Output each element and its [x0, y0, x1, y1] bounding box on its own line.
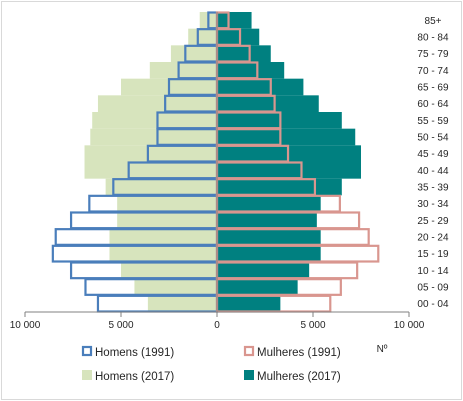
y-tick-label: 80 - 84: [417, 33, 449, 44]
y-tick-label: 00 - 04: [417, 299, 449, 310]
legend-label-homens-2017: Homens (2017): [95, 371, 174, 383]
y-tick-label: 35 - 39: [417, 183, 449, 194]
y-tick-label: 60 - 64: [417, 99, 449, 110]
legend: Homens (1991) Mulheres (1991) Homens (2017…: [81, 345, 341, 383]
y-tick-label: 40 - 44: [417, 166, 449, 177]
bar-homens-2017-15-19: [109, 245, 217, 262]
legend-swatch-mulheres-2017: [244, 370, 254, 380]
y-tick-label: 25 - 29: [417, 216, 449, 227]
bar-homens-2017-55-59: [92, 112, 217, 129]
y-tick-label: 15 - 19: [417, 249, 449, 260]
bar-homens-2017-05-09: [134, 278, 217, 296]
bar-homens-2017-50-54: [90, 128, 217, 146]
bar-homens-2017-00-04: [147, 295, 217, 312]
bar-homens-2017-25-29: [117, 212, 217, 229]
x-axis-title: Nº: [377, 344, 388, 355]
bar-mulheres-2017-85+: [217, 12, 252, 29]
fill-bars: [84, 12, 361, 312]
legend-swatch-homens-1991: [81, 345, 93, 357]
legend-swatch-homens-2017: [82, 370, 92, 380]
x-tick-label: 10 000: [10, 320, 41, 331]
bar-mulheres-2017-05-09: [217, 278, 298, 296]
bar-homens-2017-75-79: [170, 45, 217, 62]
x-tick-label: 10 000: [394, 320, 425, 331]
bar-homens-2017-60-64: [97, 95, 217, 112]
x-tick-label: 0: [214, 320, 220, 331]
legend-label-mulheres-2017: Mulheres (2017): [257, 371, 341, 383]
bar-homens-2017-80-84: [188, 28, 217, 46]
bar-homens-2017-40-44: [84, 162, 218, 179]
legend-swatch-mulheres-1991: [243, 345, 255, 357]
y-tick-label: 75 - 79: [417, 49, 449, 60]
y-tick-label: 05 - 09: [417, 283, 449, 294]
legend-label-mulheres-1991: Mulheres (1991): [257, 347, 341, 359]
bar-mulheres-2017-80-84: [217, 28, 260, 46]
x-tick-label: 5 000: [300, 320, 325, 331]
bar-mulheres-2017-30-34: [217, 195, 321, 212]
bar-homens-2017-70-74: [149, 62, 217, 79]
bar-homens-2017-30-34: [117, 195, 217, 212]
bar-mulheres-2017-75-79: [217, 45, 271, 62]
y-tick-label: 65 - 69: [417, 83, 449, 94]
bar-homens-2017-10-14: [121, 262, 217, 279]
y-tick-label: 20 - 24: [417, 233, 449, 244]
bar-mulheres-2017-00-04: [217, 295, 281, 312]
bar-mulheres-2017-70-74: [217, 62, 285, 79]
y-tick-label: 45 - 49: [417, 149, 449, 160]
y-axis-ticks: 00 - 04 05 - 09 10 - 14 15 - 19 20 - 24 25 - …: [417, 16, 449, 310]
y-tick-label: 55 - 59: [417, 116, 449, 127]
bar-mulheres-2017-60-64: [217, 95, 319, 112]
y-tick-label: 50 - 54: [417, 133, 449, 144]
x-axis-ticks: 10 000 5 000 0 5 000 10 000: [10, 312, 425, 331]
y-tick-label: 30 - 34: [417, 199, 449, 210]
bar-homens-2017-45-49: [84, 145, 218, 162]
y-tick-label: 10 - 14: [417, 266, 449, 277]
x-tick-label: 5 000: [108, 320, 133, 331]
bar-mulheres-2017-35-39: [217, 178, 342, 196]
bar-mulheres-2017-50-54: [217, 128, 356, 146]
bar-homens-2017-20-24: [109, 228, 217, 246]
bar-mulheres-2017-15-19: [217, 245, 321, 262]
bar-homens-2017-35-39: [105, 178, 217, 196]
bar-mulheres-2017-40-44: [217, 162, 361, 179]
bar-mulheres-2017-65-69: [217, 78, 304, 96]
bar-mulheres-2017-10-14: [217, 262, 310, 279]
legend-label-homens-1991: Homens (1991): [95, 347, 174, 359]
y-tick-label: 70 - 74: [417, 66, 449, 77]
bar-mulheres-2017-25-29: [217, 212, 317, 229]
bar-mulheres-2017-20-24: [217, 228, 321, 246]
y-tick-label: 85+: [425, 16, 442, 27]
